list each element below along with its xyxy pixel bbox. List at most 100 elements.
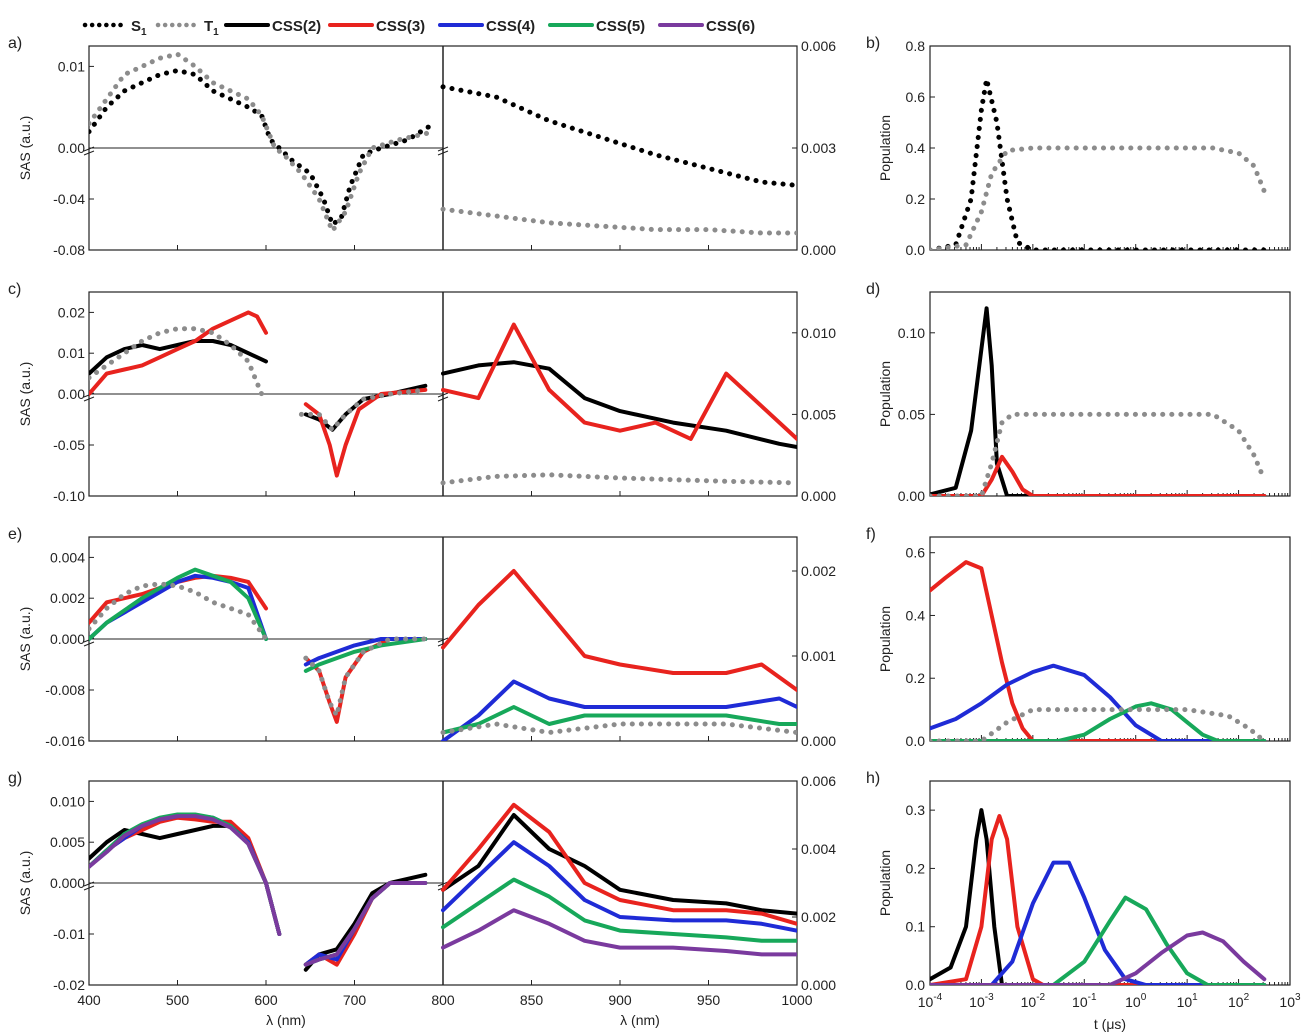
panel-g: 0.010 0.005 0.000 -0.01 -0.02 0.006 0.004 0.002… (8, 770, 1301, 1032)
panel-label: b) (866, 35, 880, 52)
legend-item-s1: S1 (82, 18, 147, 38)
series-css3-right (441, 322, 797, 441)
population-css3 (930, 814, 1267, 985)
panel-a: 0.01 0.00 -0.04 -0.08 0.006 0.003 0.000 a) SAS (… (8, 35, 1291, 258)
y-tick-label: -0.02 (53, 977, 85, 993)
y-axis-label: Population (877, 115, 893, 181)
x-tick-label: 100 (1125, 992, 1147, 1010)
population-css5 (930, 701, 1267, 741)
population-css2 (930, 306, 1267, 496)
series-t1-left (89, 326, 265, 397)
legend-label: CSS(2) (272, 18, 321, 35)
x-tick-label: 900 (608, 992, 632, 1008)
y-tick-label: 0.0 (906, 977, 926, 993)
y-tick-label-right: 0.005 (801, 406, 836, 422)
x-tick-label: 600 (254, 992, 278, 1008)
y-tick-label: 0.002 (50, 590, 85, 606)
series-t1-right (440, 472, 797, 486)
y-tick-label: 0.010 (50, 793, 85, 809)
legend-item-css5: CSS(5) (548, 18, 645, 35)
y-tick-label: 0.005 (50, 834, 85, 850)
series-css3-right (441, 802, 797, 926)
series-css6-left-b (303, 881, 428, 967)
x-tick-label: 700 (343, 992, 367, 1008)
legend-label: CSS(6) (706, 18, 755, 35)
series-css4-right (441, 840, 797, 933)
x-tick-label: 800 (431, 992, 455, 1008)
series-t1-left-b (303, 636, 428, 718)
y-tick-label: 0.02 (58, 304, 85, 320)
y-tick-label: 0.2 (906, 860, 926, 876)
series-css4-right (441, 679, 797, 741)
y-tick-label: 0.6 (906, 545, 926, 561)
y-tick-label: 0.000 (50, 875, 85, 891)
x-tick-label: 10-3 (969, 992, 994, 1010)
x-tick-label: 850 (520, 992, 544, 1008)
population-t1 (930, 411, 1267, 496)
y-tick-label: 0.00 (898, 488, 925, 504)
panel-label: g) (8, 770, 22, 787)
y-tick-label-right: 0.000 (801, 733, 836, 749)
y-tick-label: 0.000 (50, 631, 85, 647)
y-tick-label: -0.008 (45, 682, 85, 698)
x-tick-label: 500 (166, 992, 190, 1008)
y-axis-label: Population (877, 850, 893, 916)
y-tick-label: 0.01 (58, 58, 85, 74)
legend-label: CSS(3) (376, 18, 425, 35)
legend-item-css2: CSS(2) (224, 18, 321, 35)
panel-label: f) (866, 526, 876, 543)
y-tick-label: 0.00 (58, 140, 85, 156)
y-tick-label: 0.3 (906, 802, 926, 818)
y-tick-label: -0.08 (53, 242, 85, 258)
series-css3-left-b (303, 387, 428, 478)
legend-label: CSS(5) (596, 18, 645, 35)
y-tick-label: 0.6 (906, 89, 926, 105)
population-panel-c: d) Population 0.00 0.05 0.10 (866, 281, 1291, 504)
y-tick-label-right: 0.006 (801, 773, 836, 789)
y-axis-label: SAS (a.u.) (17, 851, 33, 916)
series-css6-right (441, 908, 797, 957)
y-tick-label-right: 0.000 (801, 977, 836, 993)
panel-label: e) (8, 526, 22, 543)
population-css4 (930, 663, 1267, 741)
y-tick-label-right: 0.002 (801, 909, 836, 925)
y-tick-label-right: 0.003 (801, 140, 836, 156)
series-css3-left (89, 310, 268, 396)
y-axis-label: SAS (a.u.) (17, 362, 33, 427)
y-tick-label-right: 0.006 (801, 38, 836, 54)
x-tick-label: 10-4 (918, 992, 943, 1010)
y-tick-label: -0.016 (45, 733, 85, 749)
y-tick-label: 0.2 (906, 191, 926, 207)
x-tick-label: 102 (1228, 992, 1250, 1010)
series-css3-right (441, 569, 797, 692)
panels: 0.01 0.00 -0.04 -0.08 0.006 0.003 0.000 a) SAS (… (8, 35, 1301, 1032)
y-tick-label-right: 0.004 (801, 841, 836, 857)
y-tick-label: 0.0 (906, 733, 926, 749)
y-tick-label-right: 0.000 (801, 242, 836, 258)
x-tick-label: 10-2 (1021, 992, 1046, 1010)
series-t1-right (440, 721, 797, 735)
y-axis-label: SAS (a.u.) (17, 116, 33, 181)
series-css5-right (441, 877, 797, 943)
x-tick-label: 1000 (781, 992, 812, 1008)
series-css6-left (89, 814, 282, 936)
y-axis-label: Population (877, 361, 893, 427)
series-t1-left-b (298, 387, 428, 433)
series-t1-left (89, 51, 437, 234)
population-panel-a: b) Population 0.0 0.2 0.4 0.6 0.8 (866, 35, 1291, 258)
y-tick-label: -0.05 (53, 437, 85, 453)
y-tick-label: 0.0 (906, 242, 926, 258)
legend-label: T1 (204, 18, 219, 38)
y-tick-label: 0.10 (898, 325, 925, 341)
legend-item-css6: CSS(6) (658, 18, 755, 35)
y-tick-label: 0.01 (58, 345, 85, 361)
y-tick-label: 0.8 (906, 38, 926, 54)
legend-label: S1 (131, 18, 147, 38)
axis-break-mark (437, 392, 449, 402)
y-tick-label-right: 0.001 (801, 648, 836, 664)
population-css5 (930, 895, 1267, 985)
y-tick-label-right: 0.000 (801, 488, 836, 504)
x-tick-label: 950 (697, 992, 721, 1008)
series-css4-left (89, 573, 268, 641)
